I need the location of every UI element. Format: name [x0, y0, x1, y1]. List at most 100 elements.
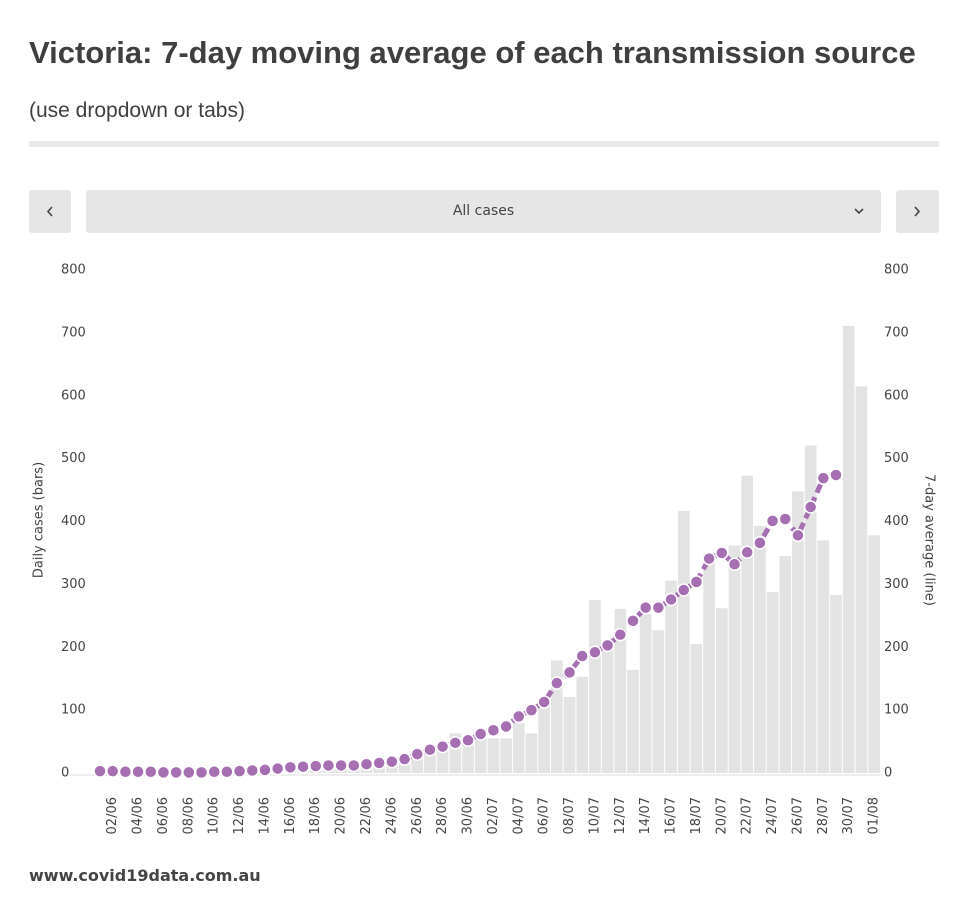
line-point [194, 765, 209, 780]
x-tick-label: 02/06 [105, 797, 120, 834]
y-tick-label: 700 [61, 325, 86, 340]
x-tick-label: 24/07 [765, 797, 780, 834]
y2-tick-label: 800 [884, 263, 909, 278]
x-tick-label: 10/07 [587, 797, 602, 834]
x-tick-label: 22/07 [740, 797, 755, 834]
bar [411, 754, 424, 773]
bar [474, 738, 487, 773]
line-point [765, 514, 780, 528]
y-tick-label: 100 [61, 703, 86, 718]
x-tick-label: 14/07 [638, 797, 653, 834]
x-tick-label: 18/07 [689, 797, 704, 834]
line-point [791, 528, 805, 543]
x-tick-label: 24/06 [384, 797, 399, 834]
line-point [600, 638, 615, 653]
bar [424, 752, 436, 773]
line-point [182, 765, 196, 780]
y-tick-label: 0 [61, 766, 69, 781]
line-point [829, 468, 843, 482]
bar [665, 580, 677, 773]
bar [817, 540, 830, 773]
prev-button[interactable] [29, 190, 71, 233]
line-point [220, 764, 234, 779]
line-point [435, 739, 450, 754]
line-point [461, 733, 475, 748]
bar [842, 325, 855, 773]
line-point [562, 665, 577, 680]
y-tick-label: 400 [61, 514, 86, 529]
line-point [473, 727, 488, 741]
line-point [93, 764, 107, 778]
line-point [397, 752, 412, 766]
x-tick-label: 20/06 [334, 797, 349, 834]
line-point [448, 736, 463, 750]
line-point [144, 764, 158, 779]
line-point [524, 703, 539, 717]
y2-tick-label: 400 [884, 514, 909, 529]
bar [589, 600, 601, 773]
y-tick-label: 200 [61, 640, 86, 655]
bar [855, 386, 868, 773]
bar [462, 741, 474, 773]
y-tick-label: 800 [61, 263, 86, 278]
next-button[interactable] [896, 190, 939, 233]
bar [436, 747, 449, 773]
line-point [118, 764, 133, 779]
x-tick-label: 06/07 [537, 797, 552, 834]
line-point [385, 754, 399, 769]
bar [690, 644, 703, 773]
x-tick-label: 16/06 [283, 797, 298, 834]
y2-tick-label: 600 [884, 388, 909, 403]
line-point [651, 600, 666, 615]
line-point [258, 763, 272, 777]
y2-tick-label: 100 [884, 703, 909, 718]
bar [538, 705, 550, 773]
x-tick-label: 20/07 [714, 797, 729, 834]
line-point [131, 764, 145, 779]
bar [601, 644, 614, 773]
x-tick-label: 30/06 [461, 797, 476, 834]
y-tick-label: 300 [61, 577, 86, 592]
source: www.covid19data.com.au [29, 866, 261, 885]
line-point [308, 759, 323, 773]
bar [804, 445, 817, 773]
x-tick-label: 01/08 [867, 797, 882, 834]
line-point [512, 709, 526, 724]
line-point [638, 600, 653, 615]
dropdown[interactable]: All cases [86, 190, 881, 233]
line-point [169, 765, 183, 780]
x-tick-label: 18/06 [308, 797, 323, 834]
line-point [753, 536, 767, 550]
y2-axis-title: 7-day average (line) [922, 474, 937, 606]
line-point [410, 747, 424, 761]
x-tick-label: 26/07 [790, 797, 805, 834]
y-axis-title: Daily cases (bars) [32, 462, 47, 578]
line-point [664, 592, 678, 607]
title-text: Victoria: 7-day moving average of each t… [29, 35, 916, 70]
bar [563, 696, 576, 773]
bar [652, 630, 665, 773]
x-tick-label: 04/06 [131, 797, 146, 834]
line-point [588, 645, 602, 660]
bar [500, 738, 512, 773]
y-tick-label: 500 [61, 451, 86, 466]
line-point [232, 764, 247, 778]
divider [29, 141, 939, 147]
line-point [575, 649, 589, 663]
subtitle: (use dropdown or tabs) [29, 99, 245, 122]
bar [741, 475, 754, 773]
bar [779, 556, 792, 773]
bar [639, 613, 652, 773]
y2-tick-label: 500 [884, 451, 909, 466]
line-point [676, 583, 691, 597]
bar [576, 676, 589, 773]
bar [766, 591, 779, 773]
x-tick-label: 08/07 [562, 797, 577, 834]
line-point [372, 756, 386, 770]
x-tick-label: 26/06 [410, 797, 425, 834]
line-point [423, 742, 437, 757]
line-point [702, 551, 716, 566]
bar [627, 669, 639, 773]
y2-tick-label: 200 [884, 640, 909, 655]
